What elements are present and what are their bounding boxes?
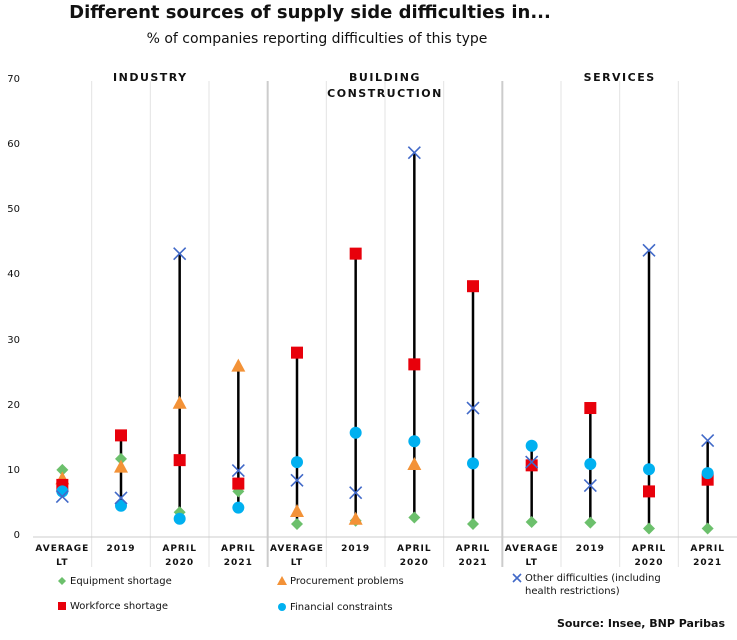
x-tick-label: 2019 [575, 544, 605, 554]
marker-x [55, 490, 69, 504]
y-tick-label: 40 [7, 269, 20, 281]
marker-square [408, 358, 421, 371]
marker-diamond [291, 517, 303, 530]
marker-x [231, 463, 245, 478]
marker-x [114, 491, 128, 505]
marker-diamond [525, 516, 538, 529]
marker-square [643, 485, 655, 498]
y-tick-label: 70 [7, 74, 20, 85]
panel-title: BUILDING CONSTRUCTION [327, 71, 443, 100]
x-tick-label: APRIL 2020 [397, 544, 432, 568]
marker-diamond [115, 452, 127, 465]
marker-triangle [407, 457, 422, 471]
y-tick-label: 50 [7, 204, 20, 216]
marker-triangle [277, 576, 287, 585]
y-tick-label: 60 [7, 139, 20, 151]
marker-circle [643, 463, 655, 476]
marker-x [173, 247, 187, 261]
marker-diamond [584, 516, 597, 529]
x-tick-label: APRIL 2021 [221, 544, 256, 568]
legend-label: Equipment shortage [70, 576, 172, 587]
marker-diamond [643, 522, 655, 535]
y-tick-label: 20 [7, 399, 20, 411]
y-tick-label: 30 [7, 334, 20, 346]
marker-triangle [231, 358, 246, 372]
marker-square [525, 459, 538, 472]
marker-circle [525, 439, 538, 452]
source: Source: Insee, BNP Paribas [556, 617, 725, 630]
marker-circle [408, 435, 421, 448]
marker-square [291, 346, 303, 359]
marker-triangle [172, 395, 187, 409]
marker-circle [173, 512, 186, 525]
marker-circle [232, 501, 245, 514]
marker-x [290, 473, 304, 487]
x-tick-label: APRIL 2020 [631, 544, 667, 568]
x-tick-label: AVERAGE LT [35, 544, 90, 568]
x-tick-label: AVERAGE LT [504, 544, 559, 568]
y-tick-label: 10 [7, 464, 20, 476]
marker-diamond [56, 463, 69, 476]
panel-title: SERVICES [583, 71, 656, 84]
marker-square [349, 247, 362, 260]
marker-x [642, 243, 656, 257]
x-tick-label: APRIL 2020 [162, 544, 197, 568]
marker-triangle [114, 459, 128, 473]
legend-label: Procurement problems [290, 576, 404, 587]
marker-circle [278, 603, 286, 611]
marker-x [407, 146, 421, 160]
marker-x [466, 401, 480, 415]
x-tick-label: APRIL 2021 [690, 544, 725, 568]
panel-title: INDUSTRY [113, 71, 188, 84]
x-tick-label: APRIL 2021 [455, 544, 491, 568]
marker-diamond [467, 517, 479, 530]
marker-circle [584, 458, 597, 471]
legend-label: Other difficulties (including health res… [525, 573, 661, 597]
marker-circle [291, 456, 303, 469]
marker-diamond [701, 522, 714, 535]
marker-x [525, 455, 539, 469]
marker-square [58, 602, 66, 610]
chart-title: Different sources of supply side difficu… [69, 2, 551, 23]
x-tick-label: AVERAGE LT [270, 544, 324, 568]
marker-square [115, 429, 127, 442]
y-tick-label: 0 [13, 530, 20, 541]
marker-circle [115, 499, 127, 512]
marker-square [173, 454, 186, 467]
marker-diamond [408, 511, 421, 524]
marker-circle [467, 457, 479, 470]
marker-triangle [348, 511, 363, 525]
legend-label: Financial constraints [290, 602, 393, 613]
marker-x [701, 434, 715, 448]
marker-square [584, 402, 597, 415]
marker-x [512, 573, 522, 583]
marker-diamond [58, 577, 66, 585]
legend-label: Workforce shortage [70, 601, 169, 612]
marker-triangle [290, 503, 304, 517]
marker-circle [701, 467, 714, 480]
x-tick-label: 2019 [341, 544, 371, 554]
marker-x [349, 486, 363, 500]
marker-x [583, 478, 597, 493]
marker-square [56, 478, 69, 491]
marker-circle [349, 426, 362, 439]
marker-square [232, 477, 245, 490]
chart-subtitle: % of companies reporting difficulties of… [146, 31, 488, 47]
marker-square [467, 280, 479, 293]
x-tick-label: 2019 [106, 544, 136, 554]
